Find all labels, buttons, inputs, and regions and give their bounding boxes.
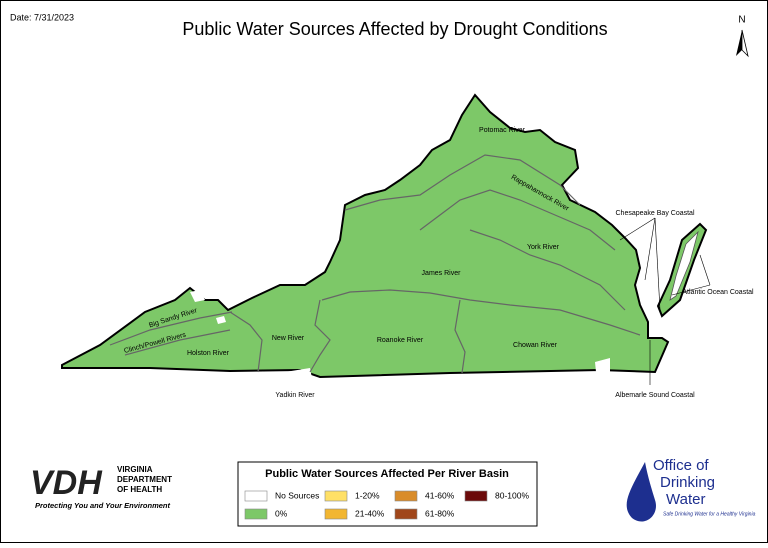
vdh-text: OF HEALTH: [117, 485, 162, 494]
state-outline: [61, 93, 670, 379]
water-drop: [626, 462, 656, 522]
legend-label: 21-40%: [355, 508, 385, 518]
legend-label: 61-80%: [425, 508, 455, 518]
basin-label: Potomac River: [479, 127, 526, 134]
legend: Public Water Sources Affected Per River …: [237, 461, 538, 527]
basin-label: Holston River: [187, 350, 230, 357]
no-source-area: [285, 368, 312, 380]
legend-swatch: [464, 490, 488, 502]
vdh-text: VIRGINIA: [117, 465, 153, 474]
basin-label: Roanoke River: [377, 337, 424, 344]
legend-swatch: [324, 490, 348, 502]
odw-text: Water: [666, 491, 705, 508]
legend-label: 41-60%: [425, 490, 455, 500]
odw-text: Office of: [653, 457, 709, 474]
vdh-text: DEPARTMENT: [117, 475, 172, 484]
legend-swatch: [244, 490, 268, 502]
title: Public Water Sources Affected by Drought…: [182, 19, 607, 39]
basin-label: York River: [527, 244, 560, 251]
basin-label: James River: [422, 270, 462, 277]
basin-label: New River: [272, 335, 305, 342]
legend-label: 80-100%: [495, 490, 529, 500]
no-source-area: [595, 358, 610, 372]
basin-label: Albemarle Sound Coastal: [615, 392, 695, 399]
north-label: N: [738, 15, 745, 26]
north-arrow: N: [736, 15, 749, 58]
legend-swatch: [244, 508, 268, 520]
basin-label: Chowan River: [513, 342, 558, 349]
no-source-area: [190, 290, 205, 302]
vdh-logo: VDH VIRGINIA DEPARTMENT OF HEALTH Protec…: [30, 464, 172, 510]
basin-label: Yadkin River: [275, 392, 315, 399]
basin-label: Atlantic Ocean Coastal: [682, 289, 754, 296]
arrow-left: [736, 30, 742, 56]
basin-label: Chesapeake Bay Coastal: [616, 210, 695, 217]
date: Date: 7/31/2023: [10, 12, 74, 22]
legend-label: No Sources: [275, 490, 319, 500]
odw-tagline: Safe Drinking Water for a Healthy Virgin…: [663, 511, 756, 517]
legend-label: 0%: [275, 508, 288, 518]
no-source-area: [216, 316, 226, 324]
vdh-tagline: Protecting You and Your Environment: [35, 501, 171, 510]
odw-text: Drinking: [660, 474, 715, 491]
arrow-right: [741, 29, 749, 58]
legend-swatch: [394, 508, 418, 520]
legend-title: Public Water Sources Affected Per River …: [265, 468, 509, 480]
no-source-area: [669, 230, 699, 301]
legend-swatch: [324, 508, 348, 520]
legend-swatch: [394, 490, 418, 502]
basin-boundaries: [109, 154, 641, 374]
vdh-mark: VDH: [30, 464, 103, 502]
state-map: Potomac River Rappahannock River York Ri…: [61, 93, 754, 399]
callout-lines: [619, 217, 711, 385]
legend-label: 1-20%: [355, 490, 380, 500]
legend-box: [237, 461, 538, 527]
odw-logo: Office of Drinking Water Safe Drinking W…: [626, 457, 756, 522]
